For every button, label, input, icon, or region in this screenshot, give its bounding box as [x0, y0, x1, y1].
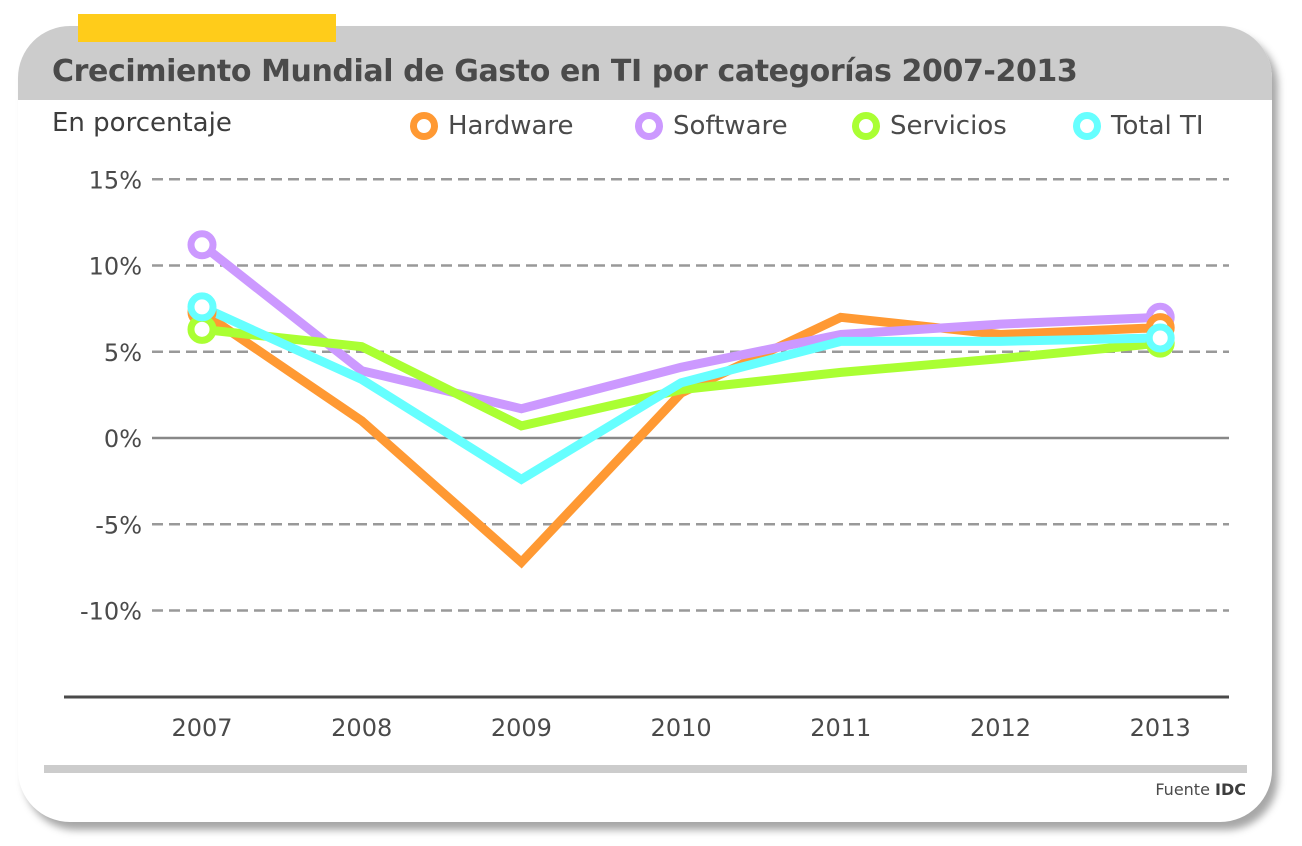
- y-tick-label: 0%: [104, 425, 142, 453]
- software-ring-icon: [635, 112, 663, 140]
- series-line-total-ti: [200, 302, 1161, 485]
- series-line-servicios: [201, 324, 1161, 431]
- servicios-ring-icon: [852, 112, 880, 140]
- accent-bar: [78, 14, 336, 42]
- chart-card: Crecimiento Mundial de Gasto en TI por c…: [18, 26, 1272, 822]
- legend-item-software: Software: [635, 106, 788, 146]
- source-credit: Fuente IDC: [1155, 780, 1246, 799]
- x-tick-label: 2011: [810, 714, 871, 742]
- total-ti-ring-icon: [1073, 112, 1101, 140]
- source-label: Fuente: [1155, 780, 1210, 799]
- x-tick-label: 2013: [1130, 714, 1191, 742]
- y-tick-label: 10%: [89, 253, 142, 281]
- y-tick-label: -10%: [80, 598, 142, 626]
- legend-item-hardware: Hardware: [410, 106, 574, 146]
- x-tick-label: 2012: [970, 714, 1031, 742]
- y-axis-unit-label: En porcentaje: [52, 108, 232, 138]
- legend-label: Total TI: [1111, 111, 1204, 141]
- legend-item-servicios: Servicios: [852, 106, 1007, 146]
- series-marker-total-ti: [187, 292, 217, 322]
- hardware-ring-icon: [410, 112, 438, 140]
- series-marker-total-ti: [1145, 323, 1175, 353]
- y-tick-label: 15%: [89, 166, 142, 194]
- chart-title: Crecimiento Mundial de Gasto en TI por c…: [52, 54, 1078, 89]
- legend-label: Servicios: [890, 111, 1007, 141]
- y-tick-label: -5%: [95, 511, 142, 539]
- y-tick-label: 5%: [104, 339, 142, 367]
- footer-bar: [44, 765, 1247, 773]
- series-marker-software: [187, 230, 217, 260]
- legend-item-total-ti: Total TI: [1073, 106, 1204, 146]
- legend-label: Hardware: [448, 111, 574, 141]
- x-tick-label: 2008: [331, 714, 392, 742]
- source-name: IDC: [1215, 780, 1246, 799]
- series-line-software: [199, 241, 1161, 414]
- series-marker-servicios: [187, 314, 217, 344]
- x-tick-label: 2009: [491, 714, 552, 742]
- x-tick-label: 2010: [651, 714, 712, 742]
- x-tick-label: 2007: [171, 714, 232, 742]
- legend-label: Software: [673, 111, 788, 141]
